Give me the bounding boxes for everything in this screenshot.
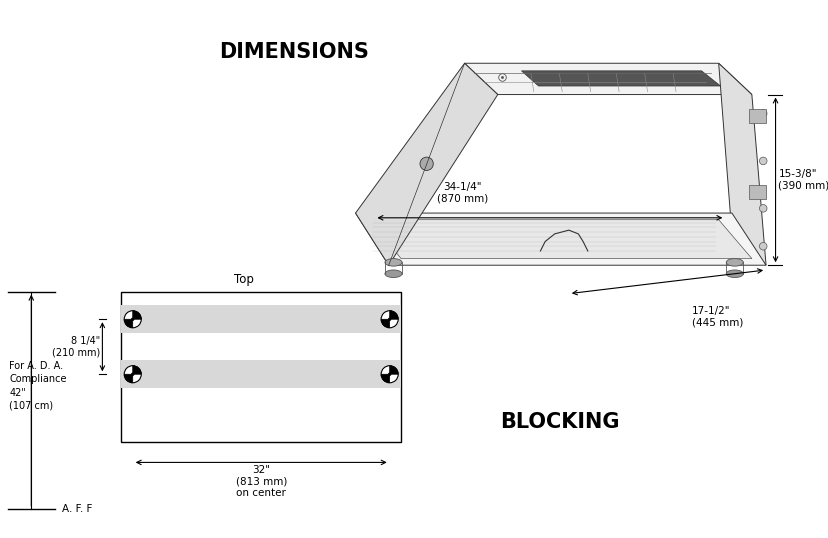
Polygon shape xyxy=(355,213,765,265)
Circle shape xyxy=(381,366,397,383)
Bar xyxy=(121,292,401,442)
Circle shape xyxy=(758,204,766,212)
Circle shape xyxy=(388,372,391,376)
Polygon shape xyxy=(718,63,765,265)
Circle shape xyxy=(700,76,702,79)
Text: For A. D. A.
Compliance
42"
(107 cm): For A. D. A. Compliance 42" (107 cm) xyxy=(9,362,67,411)
Text: 32"
(813 mm)
on center: 32" (813 mm) on center xyxy=(235,465,286,499)
Text: Top: Top xyxy=(234,273,253,286)
Bar xyxy=(121,360,401,388)
Wedge shape xyxy=(132,311,141,319)
Text: A. F. F: A. F. F xyxy=(61,504,92,514)
Polygon shape xyxy=(355,63,497,265)
Circle shape xyxy=(381,311,397,328)
Circle shape xyxy=(131,317,134,321)
Circle shape xyxy=(388,317,391,321)
Wedge shape xyxy=(132,366,141,374)
Text: 34-1/4"
(870 mm): 34-1/4" (870 mm) xyxy=(436,182,488,203)
Polygon shape xyxy=(749,109,765,123)
Wedge shape xyxy=(124,319,132,328)
Text: 15-3/8"
(390 mm): 15-3/8" (390 mm) xyxy=(777,169,828,190)
Wedge shape xyxy=(389,311,397,319)
Text: BLOCKING: BLOCKING xyxy=(499,412,619,432)
Ellipse shape xyxy=(725,259,743,266)
Circle shape xyxy=(420,157,433,171)
Wedge shape xyxy=(381,319,389,328)
Bar xyxy=(121,305,401,334)
Polygon shape xyxy=(464,63,751,95)
Ellipse shape xyxy=(384,259,402,266)
Polygon shape xyxy=(369,220,751,259)
Wedge shape xyxy=(124,374,132,383)
Circle shape xyxy=(131,372,134,376)
Circle shape xyxy=(758,243,766,250)
Polygon shape xyxy=(749,185,765,199)
Ellipse shape xyxy=(384,270,402,278)
Polygon shape xyxy=(521,71,720,86)
Circle shape xyxy=(758,110,766,117)
Text: 17-1/2"
(445 mm): 17-1/2" (445 mm) xyxy=(691,306,743,328)
Circle shape xyxy=(758,157,766,165)
Ellipse shape xyxy=(725,270,743,278)
Circle shape xyxy=(124,311,141,328)
Wedge shape xyxy=(389,366,397,374)
Circle shape xyxy=(500,76,503,79)
Text: DIMENSIONS: DIMENSIONS xyxy=(219,43,368,62)
Wedge shape xyxy=(381,374,389,383)
Circle shape xyxy=(124,366,141,383)
Text: 8 1/4"
(210 mm): 8 1/4" (210 mm) xyxy=(52,336,100,358)
